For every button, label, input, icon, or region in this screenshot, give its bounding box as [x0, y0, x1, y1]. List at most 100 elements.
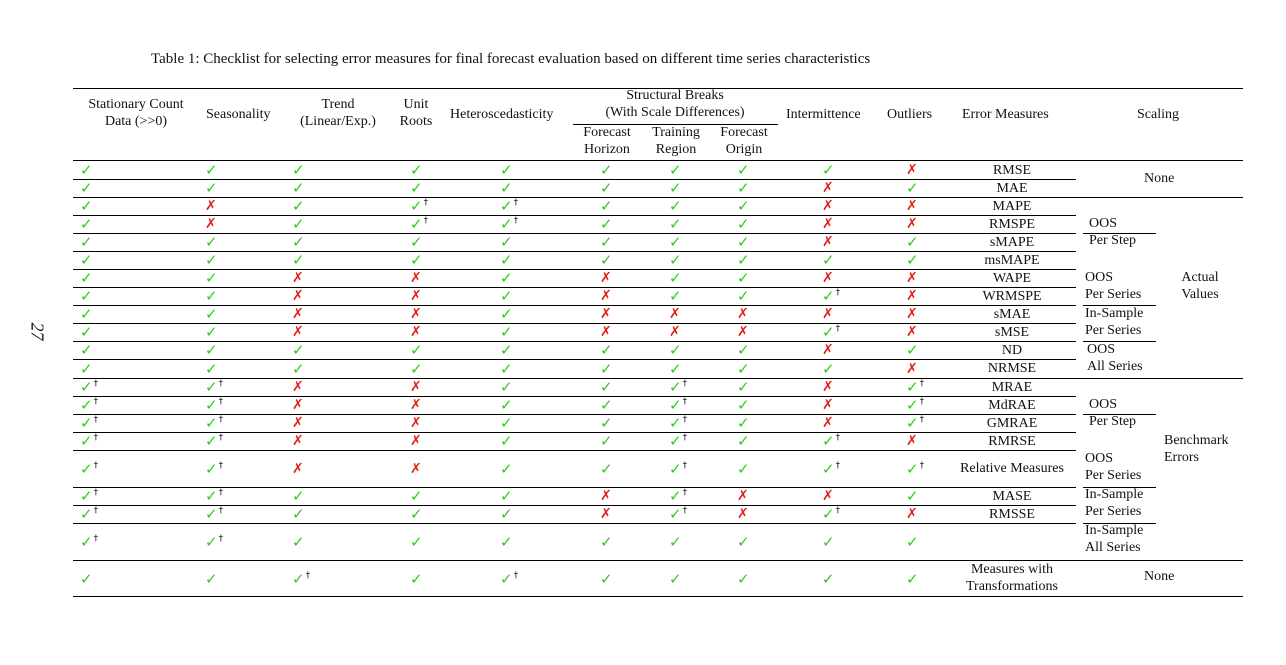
- check-dagger-icon: ✓†: [80, 396, 99, 414]
- check-dagger-icon: ✓†: [80, 432, 99, 450]
- cross-icon: ✗: [906, 506, 918, 522]
- check-dagger-icon: ✓†: [500, 569, 519, 588]
- check-dagger-icon: ✓†: [410, 215, 429, 233]
- scaling-subrule: [1083, 523, 1156, 524]
- scaling-oos-per-step: OOS Per Step: [1089, 216, 1137, 248]
- check-icon: ✓: [500, 323, 513, 341]
- check-icon: ✓: [500, 359, 513, 378]
- check-icon: ✓: [906, 532, 919, 551]
- check-icon: ✓: [737, 251, 750, 269]
- check-icon: ✓: [292, 197, 305, 215]
- check-icon: ✓: [669, 179, 682, 197]
- cross-icon: ✗: [906, 162, 918, 178]
- error-measure-label: WAPE: [992, 270, 1032, 286]
- check-dagger-icon: ✓†: [80, 414, 99, 432]
- check-icon: ✓: [906, 569, 919, 588]
- check-icon: ✓: [500, 161, 513, 179]
- check-icon: ✓: [600, 396, 613, 414]
- cross-icon: ✗: [205, 216, 217, 232]
- check-icon: ✓: [80, 215, 93, 233]
- check-dagger-icon: ✓†: [292, 569, 311, 588]
- error-measure-label: sMAE: [993, 306, 1031, 322]
- scaling-none-bottom: None: [1144, 569, 1175, 584]
- scaling-subrule: [1083, 305, 1156, 306]
- check-icon: ✓: [205, 233, 218, 251]
- check-dagger-icon: ✓†: [822, 432, 841, 450]
- check-icon: ✓: [737, 414, 750, 432]
- check-icon: ✓: [410, 161, 423, 179]
- error-measure-label: RMRSE: [988, 433, 1036, 449]
- header-heteroscedasticity: Heteroscedasticity: [450, 107, 554, 122]
- cross-icon: ✗: [292, 379, 304, 395]
- check-dagger-icon: ✓†: [669, 432, 688, 450]
- check-icon: ✓: [80, 341, 93, 359]
- check-icon: ✓: [600, 161, 613, 179]
- cross-icon: ✗: [669, 306, 681, 322]
- cross-icon: ✗: [292, 324, 304, 340]
- check-dagger-icon: ✓†: [500, 197, 519, 215]
- error-measure-label: sMSE: [994, 324, 1030, 340]
- error-measure-label: MRAE: [991, 379, 1033, 395]
- check-icon: ✓: [410, 505, 423, 523]
- cross-icon: ✗: [822, 342, 834, 358]
- check-icon: ✓: [600, 378, 613, 396]
- cross-icon: ✗: [906, 360, 918, 377]
- header-trend: Trend (Linear/Exp.): [300, 97, 376, 129]
- check-icon: ✓: [205, 569, 218, 588]
- check-icon: ✓: [500, 269, 513, 287]
- check-icon: ✓: [822, 569, 835, 588]
- check-icon: ✓: [600, 459, 613, 478]
- check-icon: ✓: [500, 414, 513, 432]
- header-bottom-rule: [73, 160, 1243, 161]
- cross-icon: ✗: [737, 324, 749, 340]
- check-icon: ✓: [737, 161, 750, 179]
- check-icon: ✓: [737, 378, 750, 396]
- check-icon: ✓: [906, 341, 919, 359]
- check-icon: ✓: [600, 233, 613, 251]
- check-icon: ✓: [80, 179, 93, 197]
- check-dagger-icon: ✓†: [906, 396, 925, 414]
- row-rule: [73, 523, 1076, 524]
- check-icon: ✓: [500, 396, 513, 414]
- table-caption: Table 1: Checklist for selecting error m…: [151, 51, 871, 67]
- check-icon: ✓: [80, 233, 93, 251]
- check-dagger-icon: ✓†: [80, 459, 99, 478]
- cross-icon: ✗: [822, 180, 834, 196]
- check-icon: ✓: [737, 569, 750, 588]
- check-dagger-icon: ✓†: [906, 459, 925, 478]
- check-icon: ✓: [80, 197, 93, 215]
- cross-icon: ✗: [292, 460, 304, 477]
- header-unit-roots: Unit Roots: [399, 97, 433, 129]
- check-icon: ✓: [80, 251, 93, 269]
- row-rule: [73, 233, 1076, 234]
- check-icon: ✓: [906, 251, 919, 269]
- cross-icon: ✗: [410, 433, 422, 449]
- check-icon: ✓: [737, 459, 750, 478]
- check-icon: ✓: [600, 432, 613, 450]
- check-dagger-icon: ✓†: [205, 459, 224, 478]
- cross-icon: ✗: [906, 270, 918, 286]
- cross-icon: ✗: [669, 324, 681, 340]
- check-icon: ✓: [737, 269, 750, 287]
- row-rule: [73, 414, 1076, 415]
- row-rule: [73, 269, 1076, 270]
- check-icon: ✓: [500, 378, 513, 396]
- check-icon: ✓: [410, 532, 423, 551]
- cross-icon: ✗: [292, 270, 304, 286]
- error-measure-label: ND: [1001, 342, 1023, 358]
- cross-icon: ✗: [600, 306, 612, 322]
- check-icon: ✓: [906, 233, 919, 251]
- check-dagger-icon: ✓†: [822, 459, 841, 478]
- check-icon: ✓: [600, 197, 613, 215]
- group-rule-none: [73, 197, 1243, 198]
- check-icon: ✓: [410, 487, 423, 505]
- check-icon: ✓: [600, 179, 613, 197]
- row-rule: [73, 396, 1076, 397]
- scaling-benchmark-errors: Benchmark Errors: [1164, 433, 1229, 465]
- table-bottom-rule: [73, 596, 1243, 597]
- row-rule: [73, 323, 1076, 324]
- cross-icon: ✗: [410, 324, 422, 340]
- header-scaling: Scaling: [1137, 107, 1179, 122]
- header-stationary: Stationary Count Data (>>0): [88, 97, 184, 129]
- check-dagger-icon: ✓†: [205, 396, 224, 414]
